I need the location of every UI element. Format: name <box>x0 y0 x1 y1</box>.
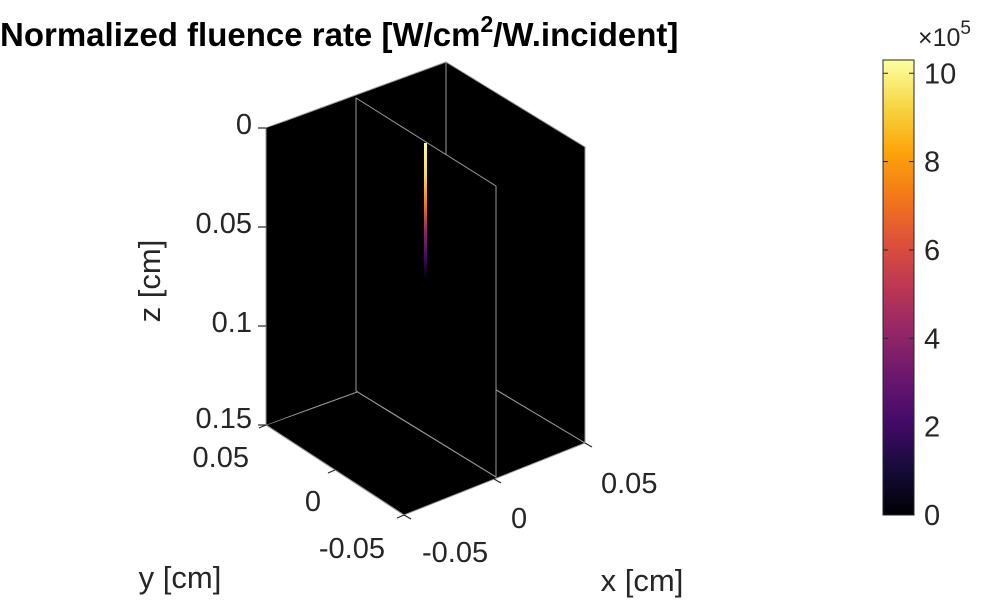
colorbar-multiplier-exponent: 5 <box>960 18 971 39</box>
x-tick-label: 0.05 <box>601 468 657 500</box>
colorbar-tick-label: 6 <box>924 235 940 267</box>
z-tick-label: 0 <box>236 109 252 141</box>
z-tick-label: 0.05 <box>196 208 252 240</box>
z-axis <box>258 127 266 426</box>
y-axis <box>258 424 405 519</box>
x-tick-label: -0.05 <box>422 537 488 569</box>
title-superscript: 2 <box>480 11 493 37</box>
floor-line-x <box>355 390 497 478</box>
title-rest: /W.incident] <box>493 16 678 53</box>
y-tick-label: -0.05 <box>319 533 385 565</box>
colorbar-tick-label: 4 <box>924 323 940 355</box>
x-axis <box>403 442 593 520</box>
y-tick-label: 0 <box>305 486 321 518</box>
z-tick-label: 0.15 <box>196 403 252 435</box>
colorbar-tick-label: 10 <box>924 58 956 90</box>
x-axis-label: x [cm] <box>601 563 684 598</box>
chart-title: Normalized fluence rate [W/cm2/W.inciden… <box>0 11 678 53</box>
z-axis-label: z [cm] <box>132 240 167 323</box>
fluence-hotspot <box>424 143 427 278</box>
y-axis-label: y [cm] <box>139 560 222 595</box>
x-tick-label: 0 <box>511 503 527 535</box>
colorbar-gradient <box>882 59 915 516</box>
slice-x0 <box>266 98 356 425</box>
colorbar-tick-label: 0 <box>924 500 940 532</box>
y-tick-label: 0.05 <box>193 442 249 474</box>
title-main: Normalized fluence rate [W/cm <box>0 16 480 53</box>
colorbar-ticks: 0 2 4 6 8 10 <box>883 58 956 532</box>
colorbar-tick-label: 8 <box>924 147 940 179</box>
plot-volume <box>264 61 587 516</box>
colorbar-multiplier-base: ×10 <box>918 24 960 52</box>
z-tick-label: 0.1 <box>212 307 252 339</box>
colorbar-tick-label: 2 <box>924 412 940 444</box>
colorbar-multiplier: ×105 <box>918 18 971 52</box>
colorbar: 0 2 4 6 8 10 ×105 <box>882 18 971 532</box>
